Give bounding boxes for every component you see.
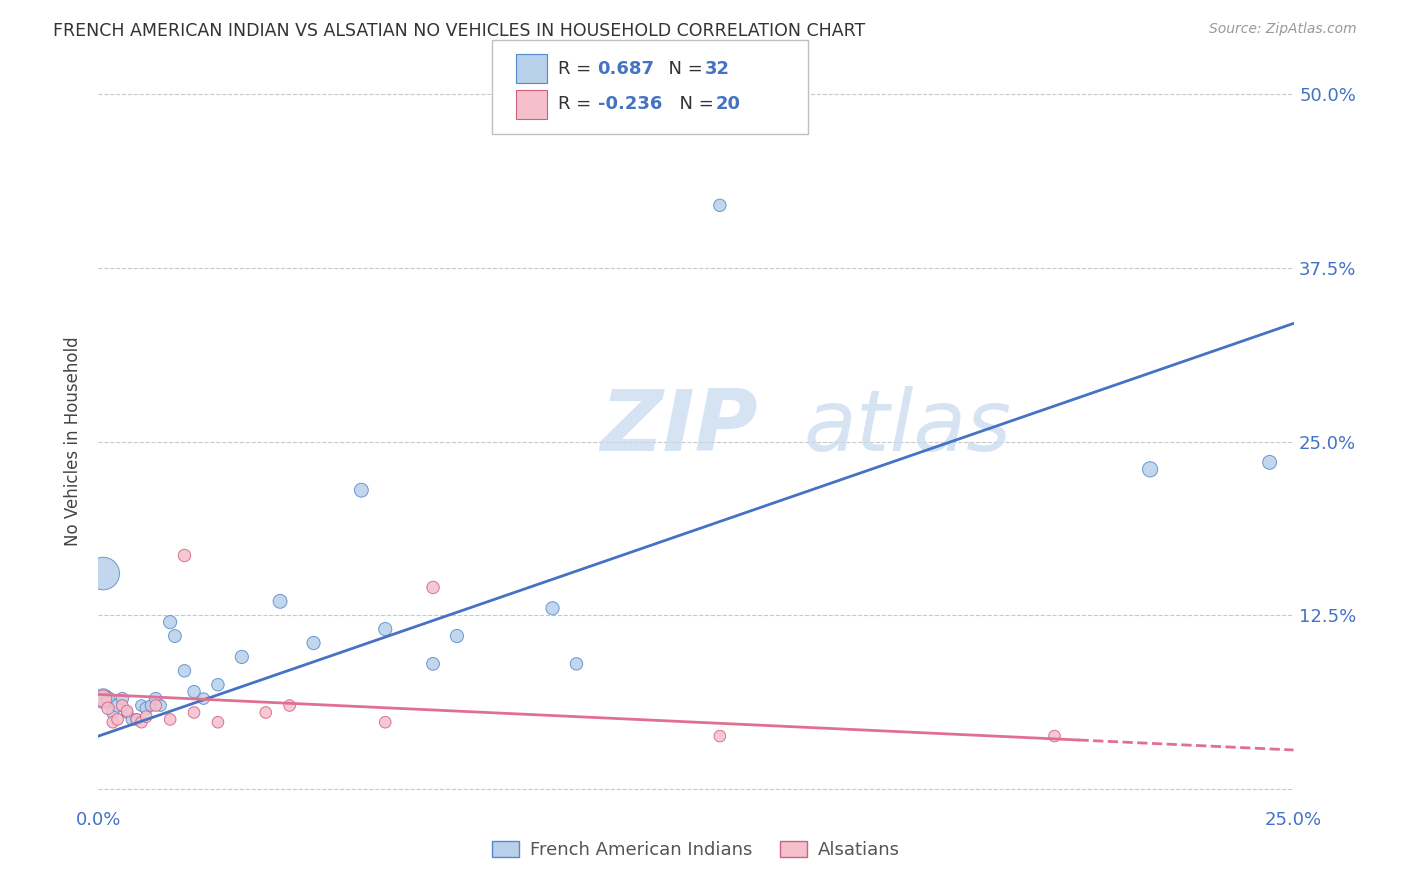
Point [207,678,229,692]
Point [374,715,396,730]
Point [269,594,291,608]
Point [107,698,129,713]
Text: Source: ZipAtlas.com: Source: ZipAtlas.com [1209,22,1357,37]
Point [231,649,253,664]
Point [183,706,205,720]
Point [302,636,325,650]
Point [145,698,167,713]
Point [350,483,373,498]
Text: 0.687: 0.687 [598,60,655,78]
Point [173,664,195,678]
Point [565,657,588,671]
Text: R =: R = [558,60,598,78]
Point [446,629,468,643]
Text: -0.236: -0.236 [598,95,662,113]
Point [111,698,134,713]
Text: 32: 32 [704,60,730,78]
Point [97,701,120,715]
Point [91,566,114,581]
Point [115,706,138,720]
Point [173,549,195,563]
Point [115,704,138,718]
Point [101,706,124,720]
Point [207,715,229,730]
Point [183,684,205,698]
Point [135,709,157,723]
Point [1258,455,1281,469]
Point [139,698,162,713]
Point [422,581,444,595]
Point [145,691,167,706]
Point [111,691,134,706]
Point [193,691,215,706]
Text: 20: 20 [716,95,741,113]
Text: ZIP: ZIP [600,385,758,468]
Text: R =: R = [558,95,598,113]
Point [422,657,444,671]
Point [278,698,301,713]
Text: atlas: atlas [804,385,1011,468]
Text: N =: N = [657,60,709,78]
Point [1139,462,1161,476]
Point [125,713,148,727]
Y-axis label: No Vehicles in Household: No Vehicles in Household [65,336,83,547]
Point [709,198,731,212]
Point [709,729,731,743]
Point [159,615,181,630]
Text: FRENCH AMERICAN INDIAN VS ALSATIAN NO VEHICLES IN HOUSEHOLD CORRELATION CHART: FRENCH AMERICAN INDIAN VS ALSATIAN NO VE… [53,22,866,40]
Point [131,715,153,730]
Point [91,691,114,706]
Point [135,701,157,715]
Point [125,713,148,727]
Point [149,698,172,713]
Point [163,629,186,643]
Legend: French American Indians, Alsatians: French American Indians, Alsatians [485,833,907,866]
Text: N =: N = [668,95,720,113]
Point [91,691,114,706]
Point [101,715,124,730]
Point [107,713,129,727]
Point [374,622,396,636]
Point [159,713,181,727]
Point [97,691,120,706]
Point [121,713,143,727]
Point [131,698,153,713]
Point [1043,729,1066,743]
Point [254,706,277,720]
Point [541,601,564,615]
